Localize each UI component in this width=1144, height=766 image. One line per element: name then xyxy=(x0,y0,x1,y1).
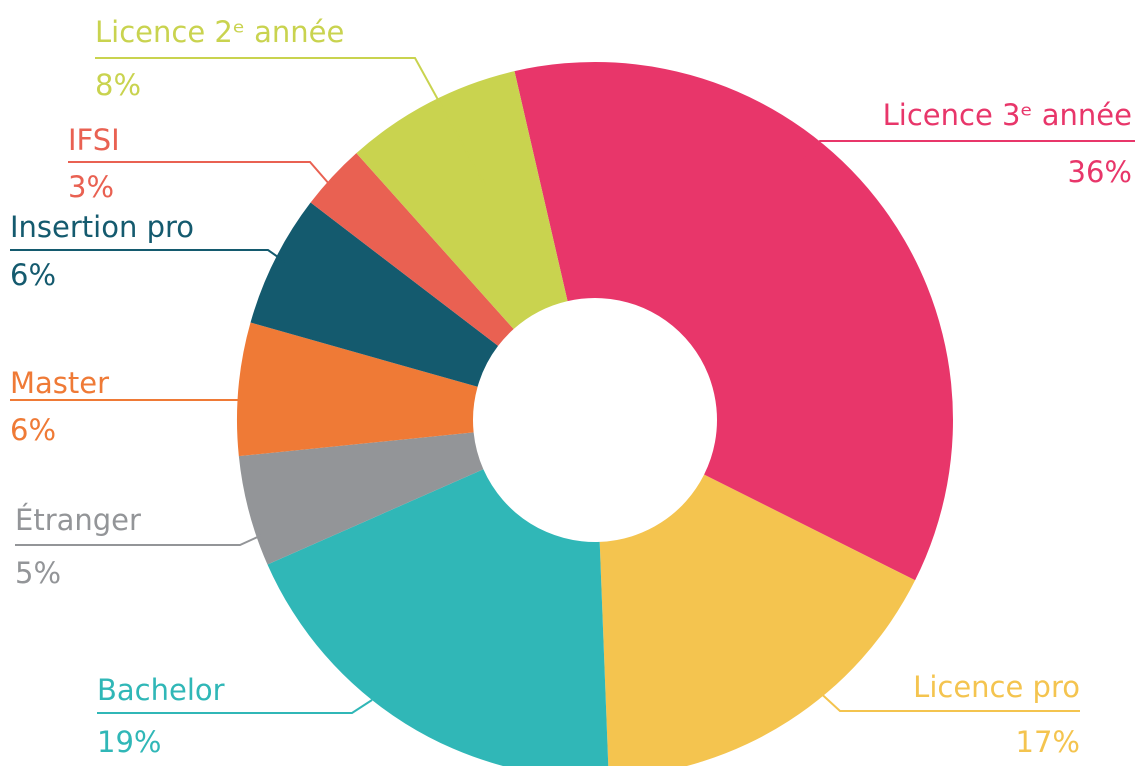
slice-value-label: 6% xyxy=(10,413,56,447)
slice-label: Licence 3ᵉ année xyxy=(883,98,1132,132)
leader-line xyxy=(15,534,263,546)
slice-value-label: 3% xyxy=(68,170,114,204)
slice-label: Étranger xyxy=(15,503,141,537)
donut-slice xyxy=(250,202,499,387)
slice-label: IFSI xyxy=(68,123,120,157)
slice-value-label: 17% xyxy=(1016,725,1080,759)
slice-value-label: 5% xyxy=(15,556,61,590)
donut-slice xyxy=(237,322,478,457)
leader-line xyxy=(10,249,286,263)
slice-label: Bachelor xyxy=(97,673,225,707)
leader-line xyxy=(799,140,1135,161)
slice-value-label: 6% xyxy=(10,258,56,292)
donut-slice xyxy=(267,469,609,766)
slice-value-label: 8% xyxy=(95,68,141,102)
leader-line xyxy=(68,161,331,186)
donut-slice xyxy=(599,474,916,766)
slice-value-label: 36% xyxy=(1068,155,1132,189)
donut-slice xyxy=(238,432,484,565)
leader-line xyxy=(95,57,486,186)
slice-label: Master xyxy=(10,366,109,400)
slice-label: Licence pro xyxy=(913,670,1080,704)
slice-value-label: 19% xyxy=(97,725,161,759)
donut-slice xyxy=(514,62,953,581)
leader-line xyxy=(97,699,373,714)
slice-label: Licence 2ᵉ année xyxy=(95,15,344,49)
slice-label: Insertion pro xyxy=(10,210,194,244)
donut-slice xyxy=(310,153,514,346)
leader-line xyxy=(814,687,1080,712)
donut-slice xyxy=(356,71,568,330)
